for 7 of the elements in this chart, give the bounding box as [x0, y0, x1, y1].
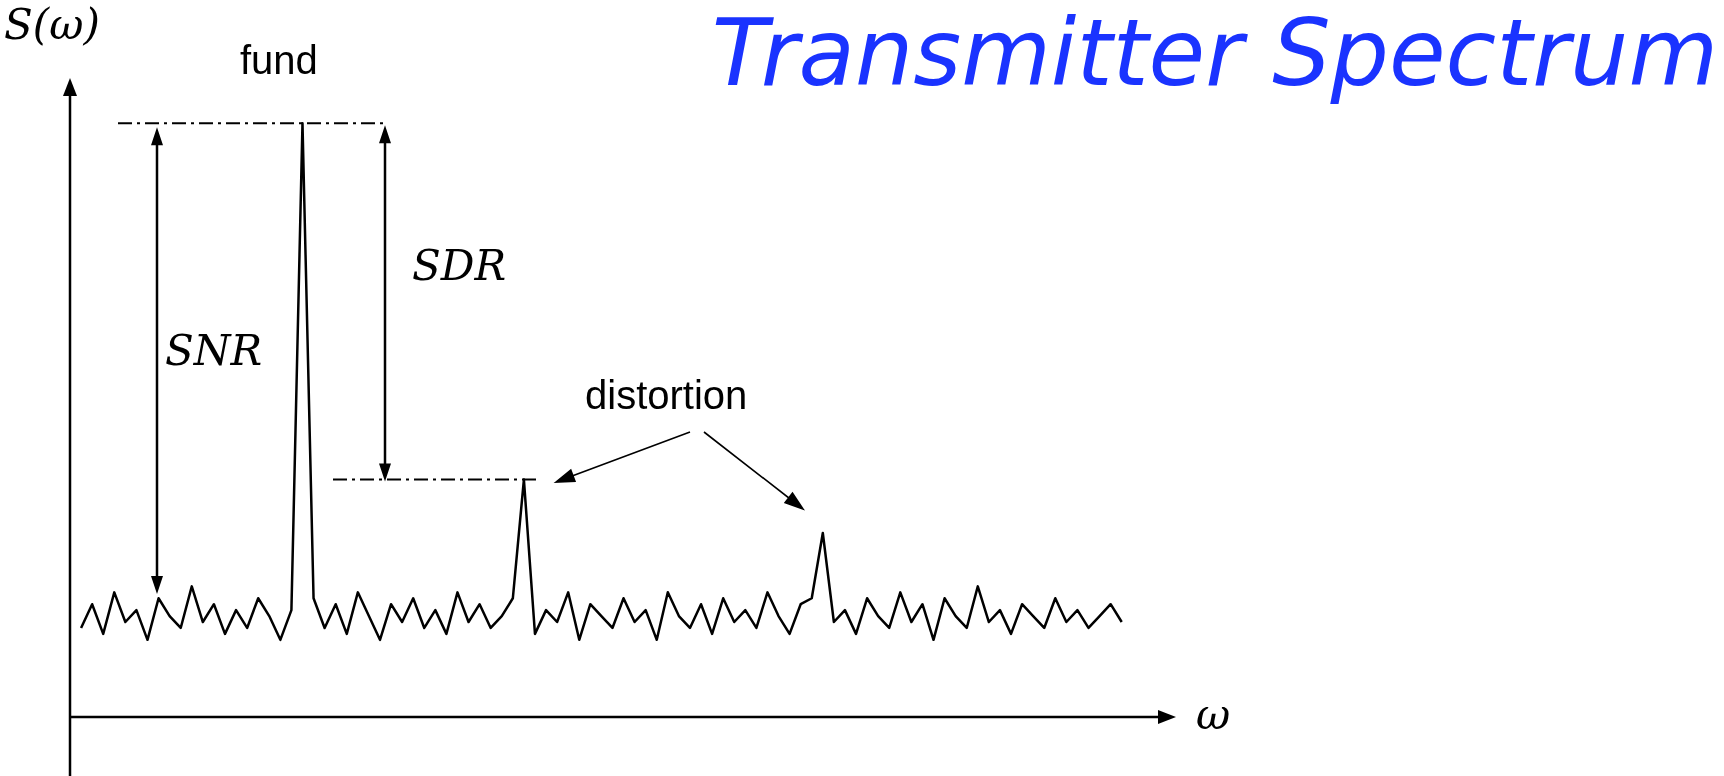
annotation: SNR [165, 326, 263, 375]
annotation: SDR [412, 241, 507, 290]
y-axis-title: S(ω) [4, 0, 100, 49]
chart-title: Transmitter Spectrum [711, 0, 1718, 107]
text: fund [240, 38, 318, 82]
x-axis-title: ω [1196, 690, 1231, 739]
annotation: distortion [585, 373, 748, 417]
